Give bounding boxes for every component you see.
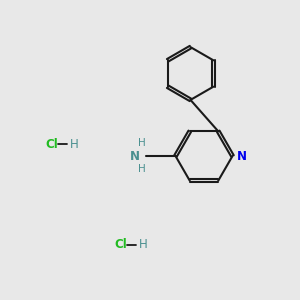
Text: H: H bbox=[70, 137, 78, 151]
Text: N: N bbox=[237, 149, 247, 163]
Text: N: N bbox=[130, 149, 140, 163]
Text: H: H bbox=[138, 164, 146, 174]
Text: H: H bbox=[139, 238, 147, 251]
Text: Cl: Cl bbox=[114, 238, 127, 251]
Text: H: H bbox=[138, 138, 146, 148]
Text: Cl: Cl bbox=[45, 137, 58, 151]
